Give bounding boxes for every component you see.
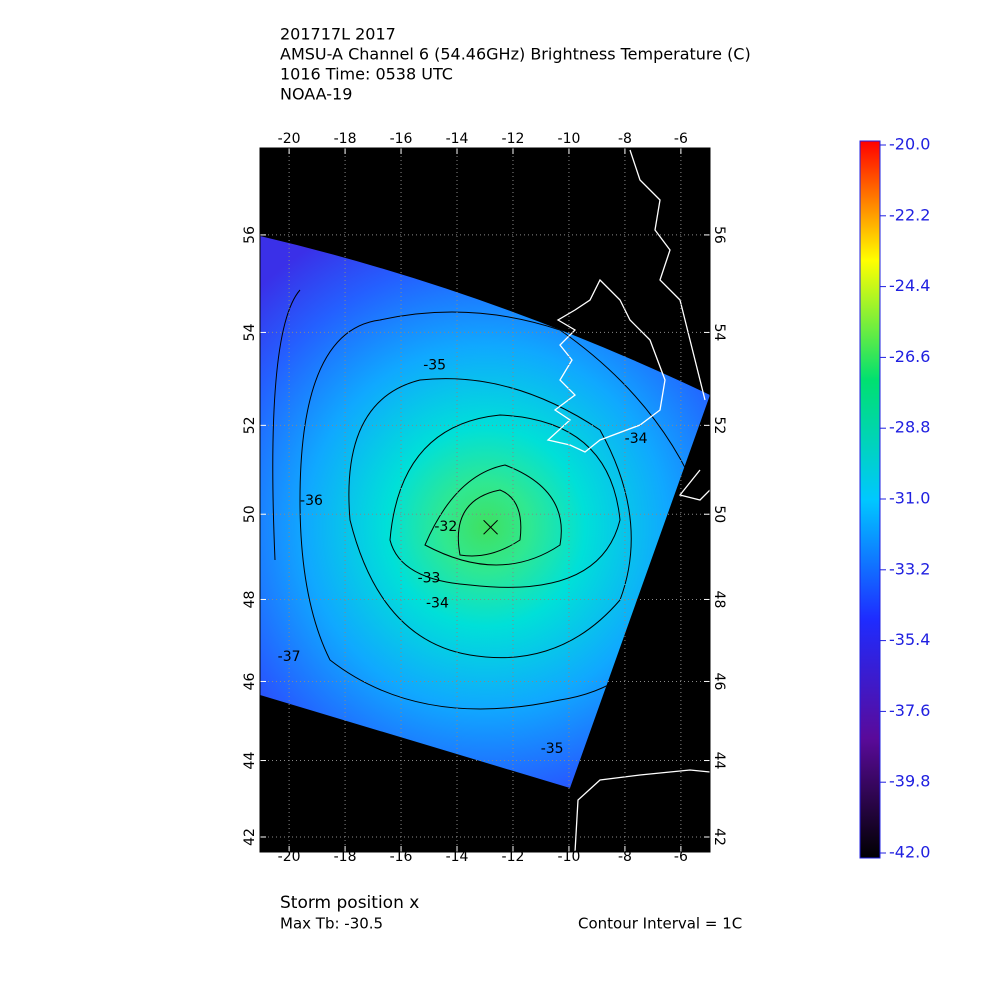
contour-label: -35 xyxy=(541,741,564,757)
colorbar-tick-label: -24.4 xyxy=(889,276,930,295)
contour-label: -33 xyxy=(418,570,441,586)
title-line: AMSU-A Channel 6 (54.46GHz) Brightness T… xyxy=(280,45,751,64)
coast-iberia xyxy=(574,769,710,852)
contour-label: -34 xyxy=(426,596,449,612)
colorbar-tick-label: -35.4 xyxy=(889,630,930,649)
colorbar-gradient xyxy=(859,140,881,859)
x-tick-label: -14 xyxy=(446,849,469,865)
contour-label: -32 xyxy=(434,519,457,535)
x-tick-label: -18 xyxy=(334,849,357,865)
contour-label: -37 xyxy=(278,649,301,665)
y-tick-label: 44 xyxy=(242,752,258,770)
footer-max-tb: Max Tb: -30.5 xyxy=(280,915,383,933)
footer-storm: Storm position x xyxy=(280,893,419,913)
x-tick-label: -12 xyxy=(502,849,525,865)
x-tick-label: -12 xyxy=(502,131,525,147)
map-frame xyxy=(259,147,711,853)
y-tick-label: 54 xyxy=(242,323,258,341)
x-tick-label: -14 xyxy=(446,131,469,147)
footer-contour-interval: Contour Interval = 1C xyxy=(578,915,742,933)
coast-ireland xyxy=(546,278,666,453)
title-line: 201717L 2017 xyxy=(280,25,396,44)
y-tick-label: 50 xyxy=(242,505,258,523)
y-tick-label: 52 xyxy=(711,416,727,434)
colorbar-tick-label: -39.8 xyxy=(889,772,930,791)
y-tick-label: 48 xyxy=(711,591,727,609)
y-tick-label: 46 xyxy=(242,672,258,690)
y-tick-label: 54 xyxy=(711,324,727,342)
x-tick-label: -10 xyxy=(558,849,581,865)
coast-britain xyxy=(629,149,710,501)
colorbar: -20.0 -22.2 -24.4 -26.6 -28.8 -31.0 -33.2 -35.4… xyxy=(859,135,930,862)
contour xyxy=(272,289,301,561)
colorbar-tick-label: -20.0 xyxy=(889,135,930,154)
colorbar-tick-label: -33.2 xyxy=(889,559,930,578)
contour xyxy=(348,378,632,659)
contour-label: -35 xyxy=(423,357,446,373)
colorbar-tick-label: -22.2 xyxy=(889,205,930,224)
colorbar-tick-label: -42.0 xyxy=(889,843,930,862)
map-axes: -20 -20 -18 -18 -16 -16 -14 -14 -12 -12 -10 -10 -8 -8… xyxy=(242,131,727,865)
title-line: NOAA-19 xyxy=(280,85,352,104)
y-tick-label: 52 xyxy=(242,416,258,434)
x-tick-label: -6 xyxy=(674,131,688,147)
contour xyxy=(389,414,621,588)
x-tick-label: -10 xyxy=(558,131,581,147)
y-tick-label: 50 xyxy=(711,505,727,523)
contour-label: -34 xyxy=(625,431,648,447)
x-tick-label: -8 xyxy=(618,849,632,865)
y-tick-label: 42 xyxy=(711,828,727,846)
y-tick-label: 56 xyxy=(711,226,727,244)
x-tick-label: -20 xyxy=(278,849,301,865)
x-tick-label: -6 xyxy=(674,849,688,865)
x-tick-label: -8 xyxy=(618,131,632,147)
colorbar-tick-label: -28.8 xyxy=(889,418,930,437)
storm-marker xyxy=(483,519,498,535)
y-tick-label: 44 xyxy=(711,752,727,770)
y-tick-label: 56 xyxy=(242,226,258,244)
contour-label: -36 xyxy=(300,493,323,509)
x-tick-label: -16 xyxy=(390,131,413,147)
colorbar-tick-label: -31.0 xyxy=(889,489,930,508)
title-line: 1016 Time: 0538 UTC xyxy=(280,65,453,84)
y-tick-label: 42 xyxy=(242,828,258,846)
x-tick-label: -20 xyxy=(278,131,301,147)
y-tick-label: 46 xyxy=(711,673,727,691)
storm-x xyxy=(483,519,498,535)
x-tick-label: -18 xyxy=(334,131,357,147)
colorbar-tick-label: -37.6 xyxy=(889,701,930,720)
colorbar-tick-label: -26.6 xyxy=(889,347,930,366)
contour xyxy=(424,464,562,566)
coastlines xyxy=(546,149,710,852)
contour xyxy=(457,489,522,557)
x-tick-label: -16 xyxy=(390,849,413,865)
y-tick-label: 48 xyxy=(242,591,258,609)
